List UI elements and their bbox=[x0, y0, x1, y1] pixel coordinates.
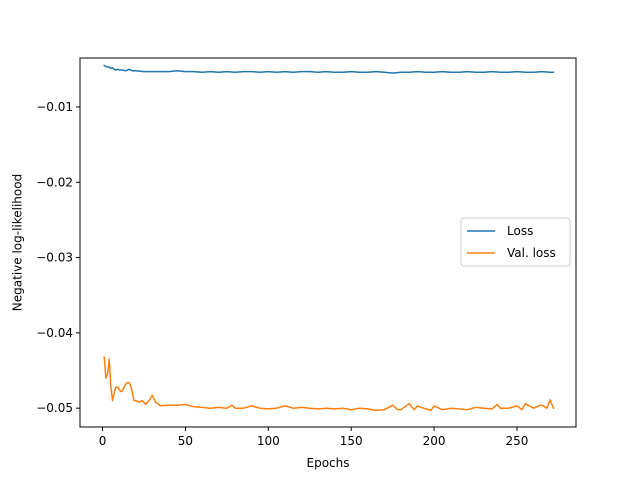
y-tick-label: −0.01 bbox=[36, 100, 73, 114]
y-tick-label: −0.05 bbox=[36, 401, 73, 415]
legend-box bbox=[460, 217, 571, 267]
legend-label: Loss bbox=[507, 224, 533, 238]
x-tick-label: 100 bbox=[257, 434, 280, 448]
legend-label: Val. loss bbox=[507, 246, 556, 260]
y-axis-ticks: −0.01 −0.02 −0.03 −0.04 −0.05 bbox=[36, 100, 80, 415]
x-tick-label: 0 bbox=[99, 434, 107, 448]
y-tick-label: −0.03 bbox=[36, 251, 73, 265]
axes-frame bbox=[79, 57, 577, 428]
x-axis-ticks: 0 50 100 150 200 250 bbox=[99, 427, 529, 448]
y-tick-label: −0.04 bbox=[36, 326, 73, 340]
x-tick-label: 250 bbox=[506, 434, 529, 448]
x-axis-title: Epochs bbox=[307, 456, 350, 470]
legend: Loss Val. loss bbox=[460, 217, 571, 267]
y-axis-title: Negative log-likelihood bbox=[11, 174, 25, 311]
y-tick-label: −0.02 bbox=[36, 175, 73, 189]
x-tick-label: 200 bbox=[423, 434, 446, 448]
x-tick-label: 150 bbox=[340, 434, 363, 448]
series-layer bbox=[103, 64, 555, 412]
x-tick-label: 50 bbox=[178, 434, 193, 448]
series-line-loss bbox=[103, 64, 555, 74]
series-line-val-loss bbox=[103, 356, 555, 412]
